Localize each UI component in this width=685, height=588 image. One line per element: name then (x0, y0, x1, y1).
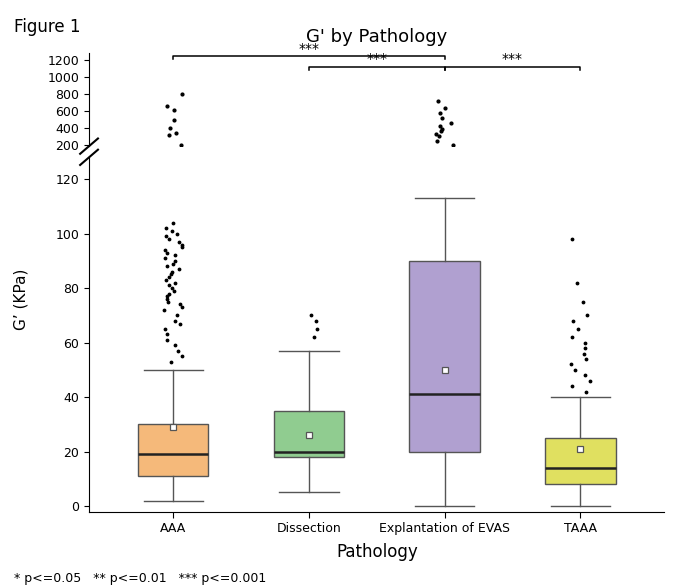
Bar (545, 438, 616, 485)
Text: * p<=0.05   ** p<=0.01   *** p<=0.001: * p<=0.05 ** p<=0.01 *** p<=0.001 (14, 572, 266, 585)
Bar (410, 154, 480, 160)
Bar (138, 425, 208, 476)
Text: G’ (KPa): G’ (KPa) (14, 269, 29, 330)
Bar (273, 159, 344, 161)
Text: ***: *** (299, 42, 319, 56)
Text: Figure 1: Figure 1 (14, 18, 80, 36)
Text: ***: *** (502, 52, 523, 66)
Text: ***: *** (366, 52, 387, 66)
Bar (138, 159, 208, 161)
Bar (273, 411, 344, 457)
Bar (410, 261, 480, 452)
Title: G' by Pathology: G' by Pathology (306, 28, 447, 46)
Bar (545, 160, 616, 161)
X-axis label: Pathology: Pathology (336, 543, 418, 562)
